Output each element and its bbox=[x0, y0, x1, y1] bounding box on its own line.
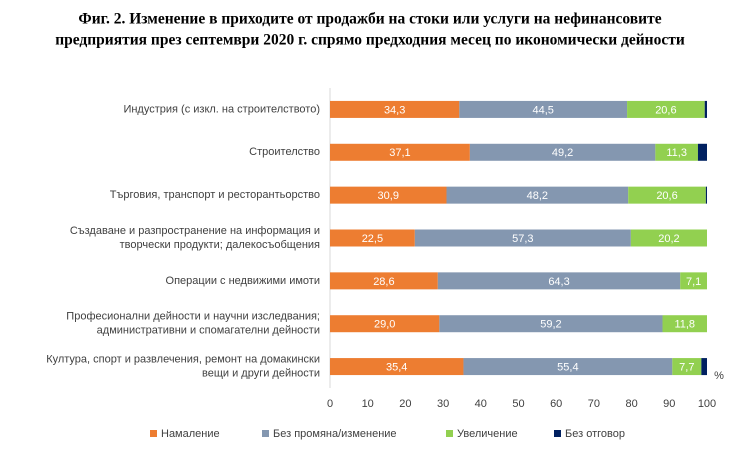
value-label: 37,1 bbox=[389, 147, 410, 159]
y-tick-label: Търговия, транспорт и ресторантьорство bbox=[110, 189, 320, 201]
x-tick-label: 20 bbox=[399, 398, 411, 410]
value-label: 55,4 bbox=[557, 361, 578, 373]
bar-segment bbox=[672, 358, 702, 376]
value-label: 20,6 bbox=[655, 104, 676, 116]
y-tick-label: Култура, спорт и развлечения, ремонт на … bbox=[46, 353, 320, 365]
bar-segment bbox=[439, 315, 663, 333]
chart-title: Фиг. 2. Изменение в приходите от продажб… bbox=[78, 11, 661, 28]
bar-segment bbox=[701, 358, 707, 376]
value-label: 20,6 bbox=[656, 190, 677, 202]
bar-segment bbox=[662, 315, 707, 333]
x-tick-label: 10 bbox=[362, 398, 374, 410]
y-tick-label: вещи и други дейности bbox=[202, 367, 320, 379]
value-label: 64,3 bbox=[548, 276, 569, 288]
legend-swatch bbox=[446, 430, 453, 437]
x-tick-label: 70 bbox=[588, 398, 600, 410]
legend-swatch bbox=[262, 430, 269, 437]
bar-segment bbox=[330, 143, 470, 161]
bar-segment bbox=[704, 100, 707, 118]
bar-segment bbox=[437, 272, 681, 290]
bar-segment bbox=[628, 186, 706, 204]
value-label: 20,2 bbox=[658, 233, 679, 245]
bar-segment bbox=[330, 315, 440, 333]
x-tick-label: 100 bbox=[698, 398, 716, 410]
bar-segment bbox=[330, 229, 415, 247]
bar-segment bbox=[655, 143, 698, 161]
legend-label: Без промяна/изменение bbox=[273, 428, 397, 440]
bar-segment bbox=[630, 229, 707, 247]
chart-title: предприятия през септември 2020 г. спрям… bbox=[55, 32, 685, 49]
x-tick-label: 80 bbox=[625, 398, 637, 410]
value-label: 48,2 bbox=[527, 190, 548, 202]
value-label: 28,6 bbox=[373, 276, 394, 288]
value-label: 30,9 bbox=[378, 190, 399, 202]
bar-segment bbox=[459, 100, 628, 118]
value-label: 59,2 bbox=[540, 319, 561, 331]
value-label: 49,2 bbox=[552, 147, 573, 159]
value-label: 11,8 bbox=[674, 319, 695, 331]
y-tick-label: Създаване и разпространение на информаци… bbox=[70, 225, 320, 237]
value-label: 7,7 bbox=[679, 361, 694, 373]
y-tick-label: административни и спомагателни дейности bbox=[97, 325, 320, 337]
bar-segment bbox=[446, 186, 629, 204]
value-label: 29,0 bbox=[374, 319, 395, 331]
bar-segment bbox=[414, 229, 631, 247]
bar-segment bbox=[330, 358, 464, 376]
value-label: 22,5 bbox=[362, 233, 383, 245]
y-tick-label: творчески продукти; далекосъобщения bbox=[120, 239, 320, 251]
y-tick-label: Операции с недвижими имоти bbox=[166, 275, 320, 287]
value-label: 44,5 bbox=[532, 104, 553, 116]
legend-swatch bbox=[150, 430, 157, 437]
legend-swatch bbox=[554, 430, 561, 437]
bar-segment bbox=[463, 358, 673, 376]
value-label: 7,1 bbox=[686, 276, 701, 288]
legend-label: Увеличение bbox=[457, 428, 518, 440]
bar-segment bbox=[680, 272, 707, 290]
x-tick-label: 90 bbox=[663, 398, 675, 410]
legend-label: Без отговор bbox=[565, 428, 625, 440]
x-tick-label: 50 bbox=[512, 398, 524, 410]
value-label: 34,3 bbox=[384, 104, 405, 116]
bar-segment bbox=[330, 100, 460, 118]
x-tick-label: 40 bbox=[475, 398, 487, 410]
x-tick-label: 30 bbox=[437, 398, 449, 410]
bar-segment bbox=[330, 186, 447, 204]
value-label: 11,3 bbox=[666, 147, 687, 159]
y-tick-label: Строителство bbox=[249, 146, 320, 158]
y-tick-label: Индустрия (с изкл. на строителството) bbox=[123, 103, 320, 115]
bar-segment bbox=[705, 186, 707, 204]
legend-label: Намаление bbox=[161, 428, 220, 440]
value-label: 57,3 bbox=[512, 233, 533, 245]
value-label: 35,4 bbox=[386, 361, 407, 373]
x-tick-label: 0 bbox=[327, 398, 333, 410]
x-tick-label: 60 bbox=[550, 398, 562, 410]
bar-segment bbox=[330, 272, 438, 290]
x-unit: % bbox=[714, 370, 724, 382]
bar-segment bbox=[469, 143, 656, 161]
y-tick-label: Професионални дейности и научни изследва… bbox=[66, 311, 320, 323]
bar-segment bbox=[697, 143, 707, 161]
bar-segment bbox=[627, 100, 705, 118]
